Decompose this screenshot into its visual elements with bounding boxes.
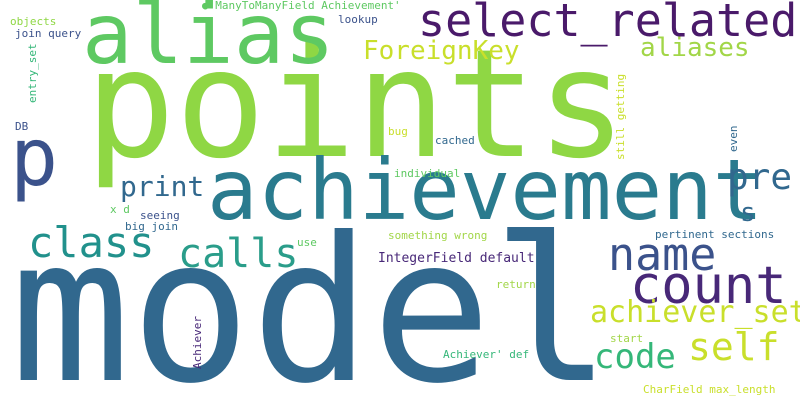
word-pertinent-sections: pertinent sections [655,229,774,240]
word-achiever-set: achiever_set [590,298,800,328]
word-use: use [297,237,317,248]
word-foreignkey: ForeignKey [363,38,520,64]
word-start: start [610,333,643,344]
word-cached: cached [435,135,475,146]
word-lookup: lookup [338,14,378,25]
word-pre: pre [727,160,792,196]
word-individual: individual [394,168,460,179]
word-even: even [728,126,739,153]
word-print: print [120,173,204,201]
word-achievement: achievement [207,148,763,232]
word-db: DB [15,121,28,132]
word-code: code [594,340,676,374]
word-calls: calls [178,234,298,274]
word-join-query: join query [15,28,81,39]
word-return: return [496,279,536,290]
word-s: s [740,200,756,226]
word-objects: objects [10,16,56,27]
word-charfield-max-length: CharField max_length [643,384,775,395]
word-aliases: aliases [640,35,750,61]
word-integerfield-default: IntegerField default [378,252,535,265]
word-entry-set: entry_set [27,43,38,103]
word-something-wrong: something wrong [388,230,487,241]
word-achiever-def: Achiever' def [443,349,529,360]
word-big-join: big join [125,221,178,232]
word-still-getting: still getting [615,74,626,160]
word-achiever: Achiever [192,316,203,369]
word-manytomanyfield: ● ManyToManyField Achievement' [202,0,401,11]
word-x-d: x d [110,204,130,215]
word-bug: bug [388,126,408,137]
word-self: self [688,328,780,366]
